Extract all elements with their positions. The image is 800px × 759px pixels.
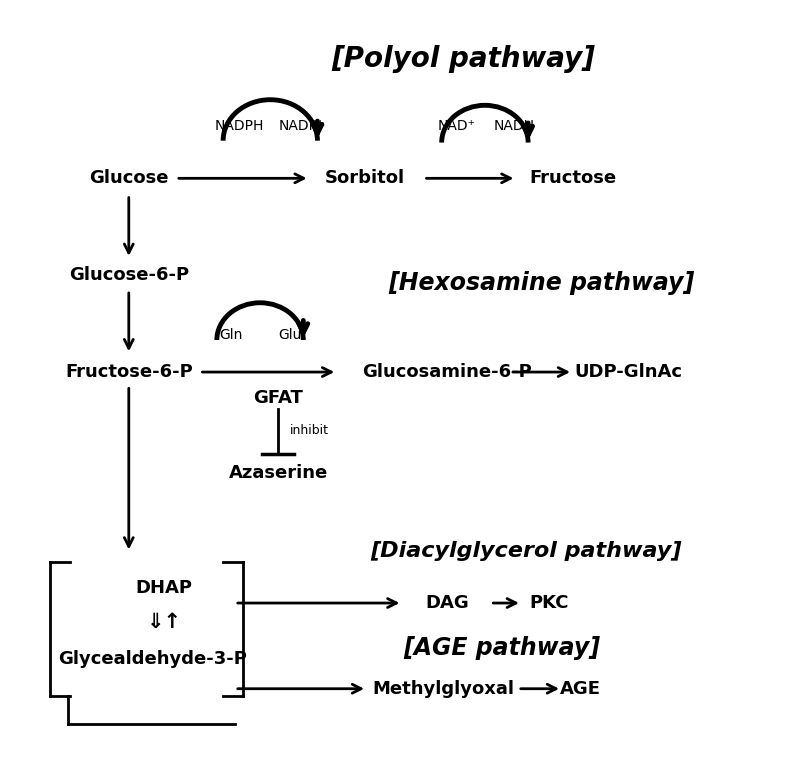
Text: [Polyol pathway]: [Polyol pathway]: [331, 45, 595, 73]
Text: [AGE pathway]: [AGE pathway]: [404, 636, 601, 660]
Text: [Hexosamine pathway]: [Hexosamine pathway]: [388, 271, 694, 294]
Text: Glu: Glu: [278, 328, 302, 342]
Text: Azaserine: Azaserine: [229, 464, 328, 482]
Text: ⇓↑: ⇓↑: [146, 612, 182, 631]
Text: Fructose: Fructose: [530, 169, 617, 187]
Text: NADP⁺: NADP⁺: [278, 119, 325, 133]
Text: [Diacylglycerol pathway]: [Diacylglycerol pathway]: [370, 541, 682, 561]
Text: Methylglyoxal: Methylglyoxal: [372, 680, 514, 698]
Text: Glucosamine-6-P: Glucosamine-6-P: [362, 363, 532, 381]
Text: inhibit: inhibit: [290, 424, 329, 436]
Text: Sorbitol: Sorbitol: [325, 169, 405, 187]
Text: Fructose-6-P: Fructose-6-P: [65, 363, 193, 381]
Text: NADH: NADH: [494, 119, 534, 133]
Text: Glucose-6-P: Glucose-6-P: [69, 266, 189, 284]
Text: Glucose: Glucose: [89, 169, 169, 187]
Text: PKC: PKC: [530, 594, 569, 612]
Text: DHAP: DHAP: [136, 579, 193, 597]
Text: Glycealdehyde-3-P: Glycealdehyde-3-P: [58, 650, 247, 668]
Text: DAG: DAG: [426, 594, 469, 612]
Text: GFAT: GFAT: [254, 389, 303, 407]
Text: AGE: AGE: [560, 680, 602, 698]
Text: Gln: Gln: [219, 328, 242, 342]
Text: UDP-GlnAc: UDP-GlnAc: [574, 363, 682, 381]
Text: NADPH: NADPH: [214, 119, 263, 133]
Text: NAD⁺: NAD⁺: [438, 119, 475, 133]
